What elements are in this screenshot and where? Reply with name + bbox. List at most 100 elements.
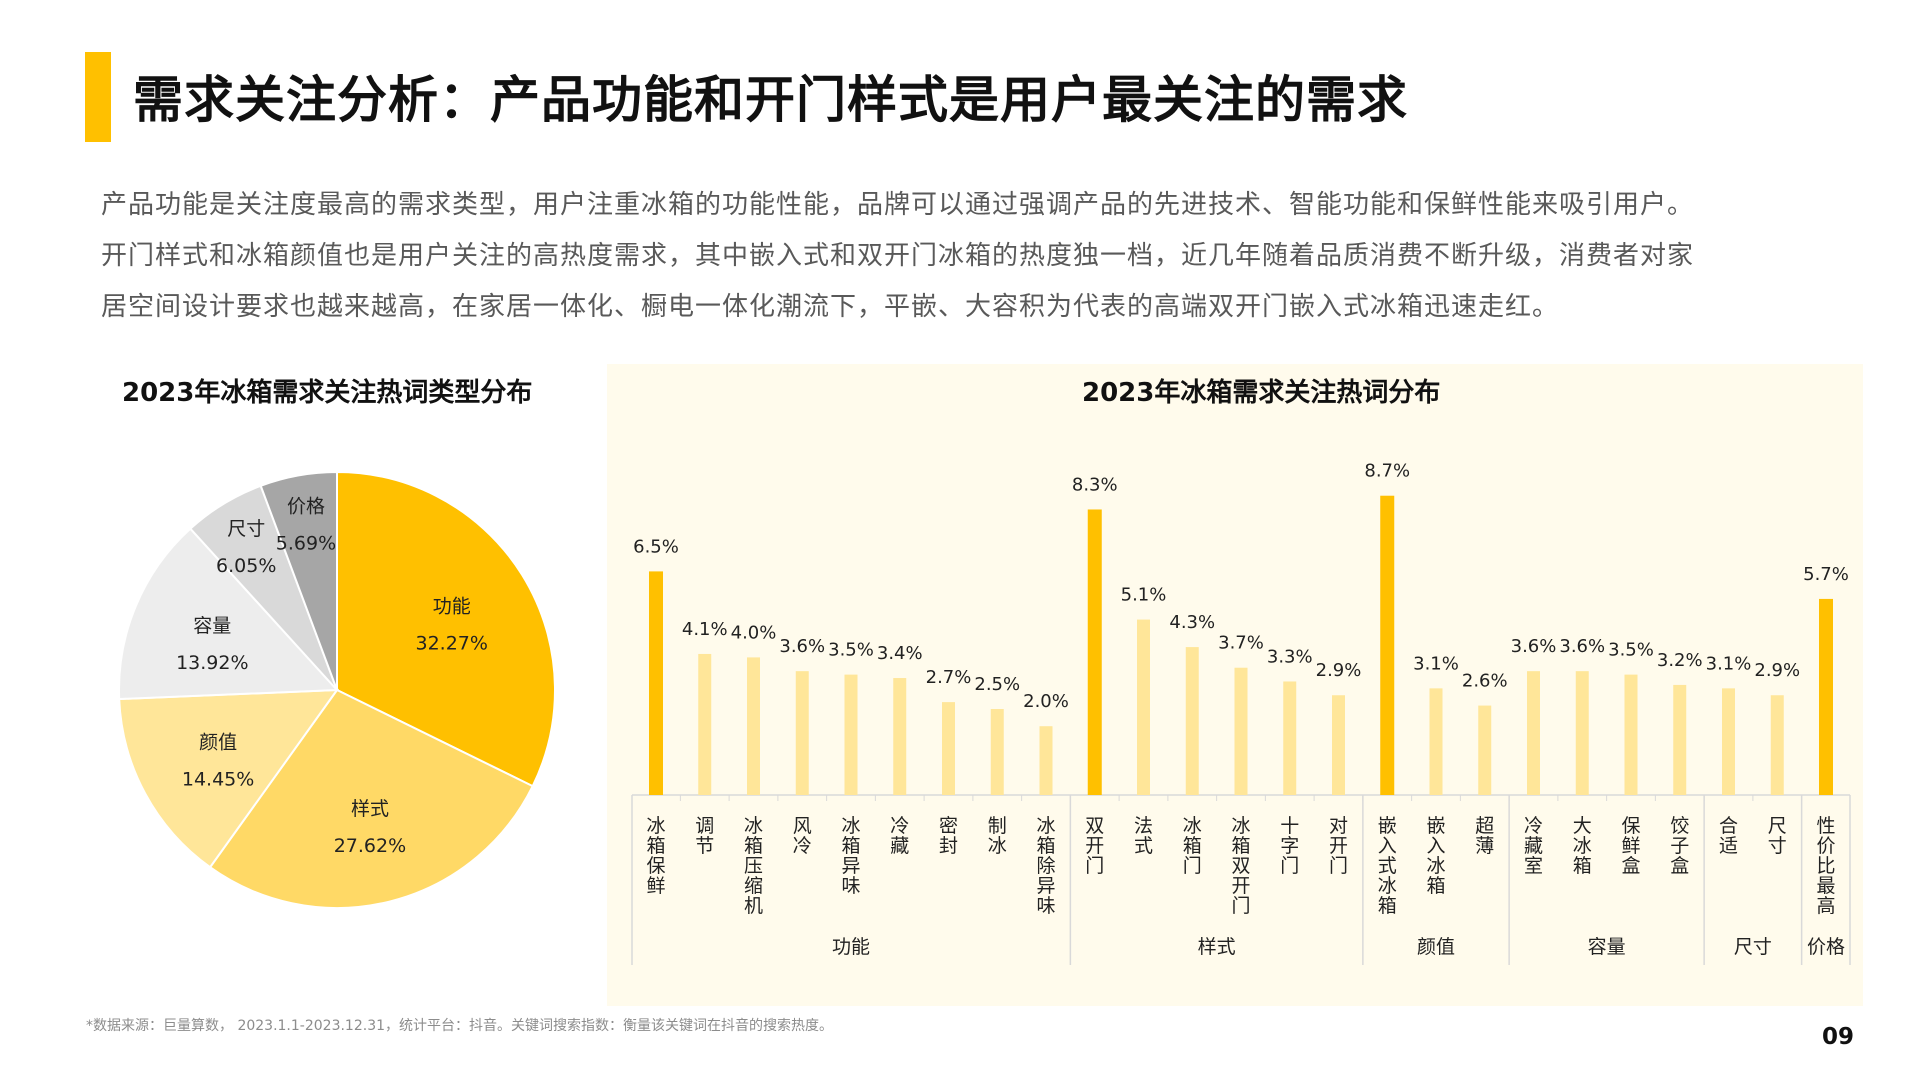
intro-line: 产品功能是关注度最高的需求类型，用户注重冰箱的功能性能，品牌可以通过强调产品的先…	[101, 190, 1695, 220]
bar	[893, 678, 907, 795]
bar	[1673, 684, 1687, 795]
bar-category-label-char: 调	[695, 815, 714, 837]
pie-slice-value: 27.62%	[334, 835, 406, 857]
bar-category-label-char: 门	[1280, 855, 1299, 877]
bar-category-label-char: 冰	[1231, 815, 1250, 837]
bar-category-label-char: 风	[793, 815, 812, 837]
bar-category-label-char: 冰	[646, 815, 665, 837]
bar	[1624, 674, 1638, 795]
bar	[1185, 647, 1199, 795]
bar	[942, 702, 955, 795]
pie-slice-value: 32.27%	[416, 633, 488, 655]
bar-value-label: 2.0%	[1023, 691, 1069, 712]
bar-category-label-char: 箱	[646, 835, 665, 857]
pie-slice-label: 样式	[351, 798, 389, 820]
bar	[698, 653, 712, 795]
bar-category-label-char: 箱	[1378, 895, 1397, 917]
bar-category-label-char: 味	[1036, 895, 1055, 917]
pie-slice-value: 6.05%	[216, 555, 276, 577]
bar-category-label-char: 合	[1719, 815, 1738, 837]
bar-category-label-char: 冰	[1183, 815, 1202, 837]
bar-category-label-char: 开	[1085, 835, 1104, 857]
bar-category-label-char: 盒	[1621, 855, 1640, 877]
bar-category-label-char: 最	[1816, 875, 1835, 897]
bar-category-label-char: 对	[1329, 815, 1348, 837]
pie-slice	[208, 688, 534, 909]
bar-value-label: 3.1%	[1413, 653, 1459, 674]
bar-category-label-char: 双	[1231, 855, 1250, 877]
bar-category-label-char: 冰	[1036, 815, 1055, 837]
bar	[1722, 688, 1735, 795]
bar-value-label: 5.7%	[1803, 564, 1849, 585]
bar-category-label-char: 压	[744, 855, 763, 877]
bar-category-label-char: 适	[1719, 835, 1738, 857]
pie-slice-value: 5.69%	[276, 532, 336, 554]
bar-category-label-char: 除	[1036, 855, 1055, 877]
bar-value-label: 2.7%	[926, 667, 972, 688]
bar-category-label-char: 双	[1085, 815, 1104, 837]
bar-category-label-char: 盒	[1670, 855, 1689, 877]
bar-category-label-char: 子	[1670, 835, 1689, 857]
bar-value-label: 3.5%	[828, 640, 874, 661]
bar-chart-title: 2023年冰箱需求关注热词分布	[1082, 378, 1441, 408]
bar-category-label-char: 藏	[890, 835, 909, 857]
bar-value-label: 2.9%	[1754, 660, 1800, 681]
bar-category-label-char: 入	[1426, 835, 1445, 857]
bar-group-label: 样式	[1198, 936, 1236, 958]
bar-category-label-char: 嵌	[1378, 815, 1397, 837]
bar-value-label: 2.5%	[974, 674, 1020, 695]
bar-category-label-char: 鲜	[1621, 835, 1640, 857]
intro-line: 居空间设计要求也越来越高，在家居一体化、橱电一体化潮流下，平嵌、大容积为代表的高…	[101, 292, 1560, 322]
bar-value-label: 3.4%	[877, 643, 923, 664]
page-title: 需求关注分析：产品功能和开门样式是用户最关注的需求	[133, 71, 1408, 129]
pie-slice-label: 颜值	[199, 731, 237, 753]
title-accent-bar	[85, 52, 111, 142]
bar-chart: 6.5%冰箱保鲜4.1%调节4.0%冰箱压缩机3.6%风冷3.5%冰箱异味3.4…	[631, 461, 1851, 965]
bar	[1527, 671, 1540, 795]
bar-category-label-char: 冰	[988, 835, 1007, 857]
bar-category-label-char: 冷	[793, 835, 812, 857]
bar-category-label-char: 薄	[1475, 835, 1494, 857]
page-number: 09	[1822, 1024, 1855, 1050]
bar-value-label: 3.6%	[1511, 636, 1557, 657]
bar-category-label-char: 异	[841, 855, 860, 877]
footnote: *数据来源：巨量算数， 2023.1.1-2023.12.31，统计平台：抖音。…	[86, 1018, 834, 1034]
bar	[1234, 667, 1248, 795]
bar-category-label-char: 价	[1816, 835, 1835, 857]
bar-category-label-char: 冰	[744, 815, 763, 837]
bar-category-label-char: 味	[841, 875, 860, 897]
bar-category-label-char: 门	[1231, 895, 1250, 917]
bar-group-label: 尺寸	[1734, 936, 1772, 958]
bar-value-label: 8.7%	[1364, 461, 1410, 482]
bar-value-label: 6.5%	[633, 536, 679, 557]
bar-category-label-char: 箱	[744, 835, 763, 857]
bar-category-label-char: 门	[1329, 855, 1348, 877]
bar-category-label-char: 尺	[1768, 815, 1787, 837]
bar	[1770, 695, 1784, 795]
bar-category-label-char: 制	[988, 815, 1007, 837]
bar-category-label-char: 冷	[1524, 815, 1543, 837]
bar-category-label-char: 封	[939, 835, 958, 857]
bar-category-label-char: 冰	[1426, 855, 1445, 877]
bar-category-label-char: 室	[1524, 855, 1543, 877]
bar-value-label: 3.5%	[1608, 640, 1654, 661]
pie-slice	[118, 688, 340, 869]
bar	[1137, 619, 1150, 795]
bar-category-label-char: 密	[939, 815, 958, 837]
bar-category-label-char: 箱	[1036, 835, 1055, 857]
bar	[1039, 726, 1053, 795]
bar-category-label-char: 门	[1183, 855, 1202, 877]
pie-slice	[336, 470, 556, 788]
bar-category-label-char: 箱	[1183, 835, 1202, 857]
bar-category-label-char: 箱	[1426, 875, 1445, 897]
bar	[844, 674, 858, 795]
pie-slice-label: 功能	[433, 596, 471, 618]
bar-category-label-char: 嵌	[1426, 815, 1445, 837]
bar-category-label-char: 节	[695, 835, 714, 857]
pie-slice-value: 13.92%	[176, 652, 248, 674]
bar-value-label: 3.7%	[1218, 633, 1264, 654]
bar-group-label: 价格	[1807, 936, 1845, 958]
pie-chart: 功能 32.27% 样式 27.62% 颜值 14.45% 容量 13.92% 尺寸 6.05% 价…	[118, 470, 556, 909]
bar-category-label-char: 异	[1036, 875, 1055, 897]
bar-value-label: 2.6%	[1462, 671, 1508, 692]
